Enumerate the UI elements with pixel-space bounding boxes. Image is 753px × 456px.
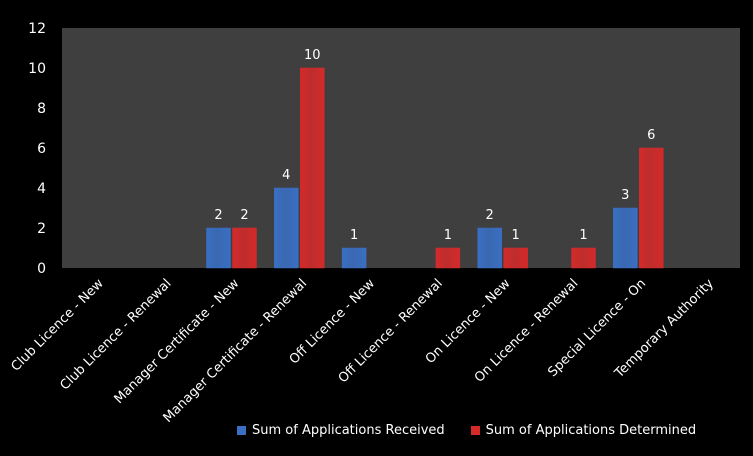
bar: [613, 207, 638, 269]
bar: [274, 187, 299, 269]
data-label: 3: [621, 188, 629, 203]
legend-entry-determined: Sum of Applications Determined: [470, 423, 697, 438]
y-tick-label: 6: [37, 141, 46, 157]
data-label: 4: [282, 168, 290, 183]
data-label: 6: [647, 128, 655, 143]
data-label: 1: [579, 228, 587, 243]
y-tick-label: 2: [37, 221, 46, 237]
data-label: 1: [444, 228, 452, 243]
data-label: 1: [512, 228, 520, 243]
data-label: 1: [350, 228, 358, 243]
bar: [571, 247, 596, 269]
bar: [639, 147, 664, 269]
bar: [341, 247, 367, 269]
data-label: 10: [304, 48, 321, 63]
bar: [477, 227, 502, 269]
bar: [503, 247, 528, 269]
y-tick-label: 0: [37, 261, 46, 277]
legend-label-determined: Sum of Applications Determined: [485, 423, 697, 438]
bar: [435, 247, 461, 269]
legend-label-received: Sum of Applications Received: [252, 423, 445, 438]
y-tick-label: 8: [37, 101, 46, 117]
legend: Sum of Applications Received Sum of Appl…: [237, 423, 696, 438]
data-label: 2: [214, 208, 222, 223]
legend-swatch-received: [237, 426, 246, 435]
bar: [232, 227, 257, 269]
bar: [300, 67, 325, 269]
plot-area: [62, 28, 740, 268]
legend-swatch-determined: [470, 426, 480, 435]
bar: [206, 227, 231, 269]
legend-entry-received: Sum of Applications Received: [237, 423, 445, 438]
data-label: 2: [486, 208, 494, 223]
y-tick-label: 4: [37, 181, 46, 197]
data-label: 2: [240, 208, 248, 223]
y-tick-label: 12: [28, 21, 46, 37]
y-tick-label: 10: [28, 61, 46, 77]
